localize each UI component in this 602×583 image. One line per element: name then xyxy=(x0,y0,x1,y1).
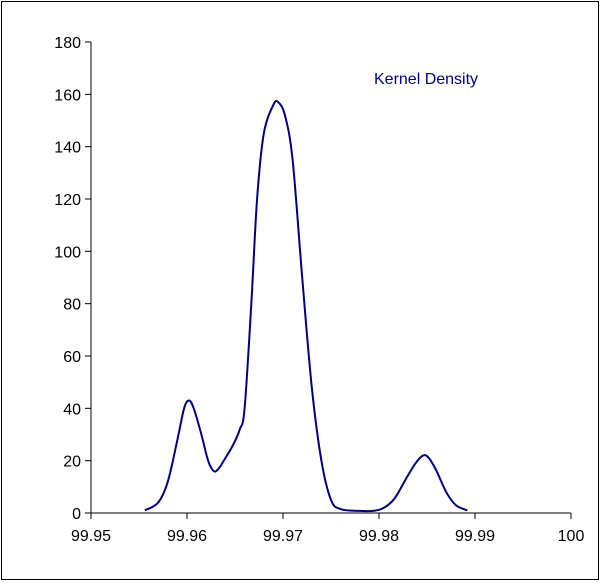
x-tick-label: 99.96 xyxy=(167,528,207,545)
x-tick-label: 99.95 xyxy=(71,528,111,545)
x-ticks: 99.95 99.96 99.97 99.98 99.99 100 xyxy=(71,513,584,545)
y-tick-label: 0 xyxy=(72,506,81,523)
x-tick-label: 99.98 xyxy=(359,528,399,545)
y-tick-label: 80 xyxy=(63,297,81,314)
legend-kernel-density: Kernel Density xyxy=(374,71,478,88)
x-tick-label: 99.97 xyxy=(263,528,303,545)
x-tick-label: 100 xyxy=(558,528,585,545)
y-tick-label: 120 xyxy=(54,192,81,209)
y-tick-label: 20 xyxy=(63,454,81,471)
y-tick-label: 180 xyxy=(54,35,81,52)
y-tick-label: 160 xyxy=(54,87,81,104)
y-tick-label: 100 xyxy=(54,244,81,261)
series-line-kernel-density xyxy=(144,99,468,513)
axes xyxy=(90,42,571,514)
y-ticks: 0 20 40 60 80 100 120 140 160 180 xyxy=(54,35,91,523)
y-tick-label: 60 xyxy=(63,349,81,366)
y-tick-label: 40 xyxy=(63,401,81,418)
y-tick-label: 140 xyxy=(54,140,81,157)
x-tick-label: 99.99 xyxy=(455,528,495,545)
